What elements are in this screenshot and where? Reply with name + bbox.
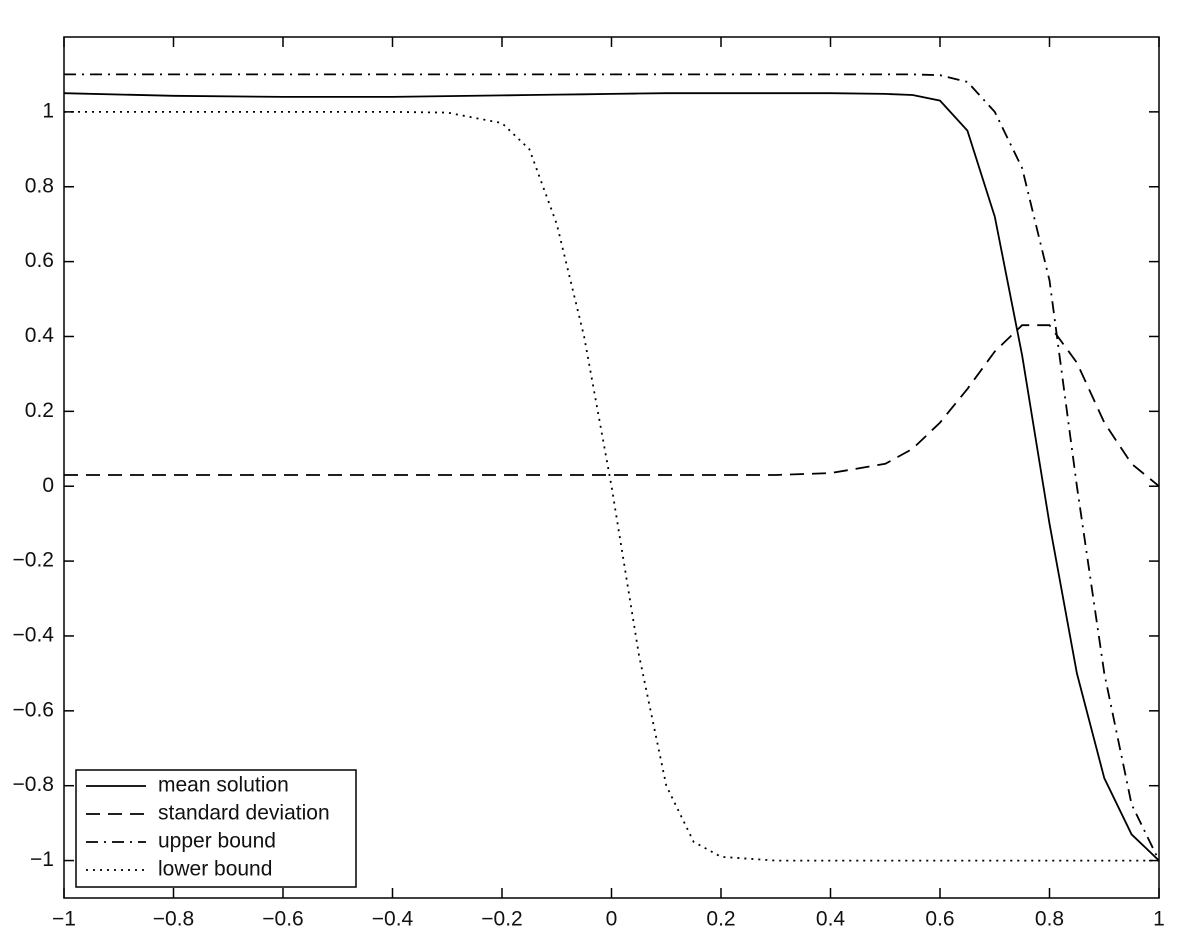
x-tick-label: −0.8 <box>153 908 194 931</box>
x-tick-label: −1 <box>52 908 76 931</box>
legend-label: mean solution <box>158 774 289 797</box>
series-line <box>63 92 1160 862</box>
x-tick-label: 0.8 <box>1035 908 1064 931</box>
legend-label: standard deviation <box>158 802 330 825</box>
legend-label: lower bound <box>158 858 272 881</box>
y-tick-label: −1 <box>30 848 54 871</box>
y-tick-label: −0.4 <box>13 624 55 647</box>
plot-frame <box>63 36 1160 899</box>
x-tick-label: −0.6 <box>262 908 303 931</box>
y-tick-label: −0.6 <box>13 698 54 721</box>
x-tick-label: 1 <box>1153 908 1165 931</box>
x-tick-label: 0.2 <box>706 908 735 931</box>
legend-box <box>75 769 357 888</box>
y-tick-label: 0.8 <box>25 174 54 197</box>
y-tick-label: 0 <box>42 474 54 497</box>
y-tick-label: 0.6 <box>25 249 54 272</box>
x-tick-label: 0.6 <box>925 908 954 931</box>
x-tick-label: 0.4 <box>816 908 846 931</box>
y-tick-label: −0.8 <box>13 773 54 796</box>
series-line <box>64 73 1160 861</box>
y-tick-label: 1 <box>42 99 54 122</box>
y-tick-label: 0.2 <box>25 399 54 422</box>
y-tick-label: −0.2 <box>13 549 54 572</box>
x-tick-label: −0.2 <box>481 908 522 931</box>
series-line <box>64 324 1160 487</box>
legend-label: upper bound <box>158 830 276 853</box>
series-line <box>64 111 1159 862</box>
x-tick-label: 0 <box>606 908 618 931</box>
y-tick-label: 0.4 <box>25 324 55 347</box>
x-tick-label: −0.4 <box>372 908 414 931</box>
